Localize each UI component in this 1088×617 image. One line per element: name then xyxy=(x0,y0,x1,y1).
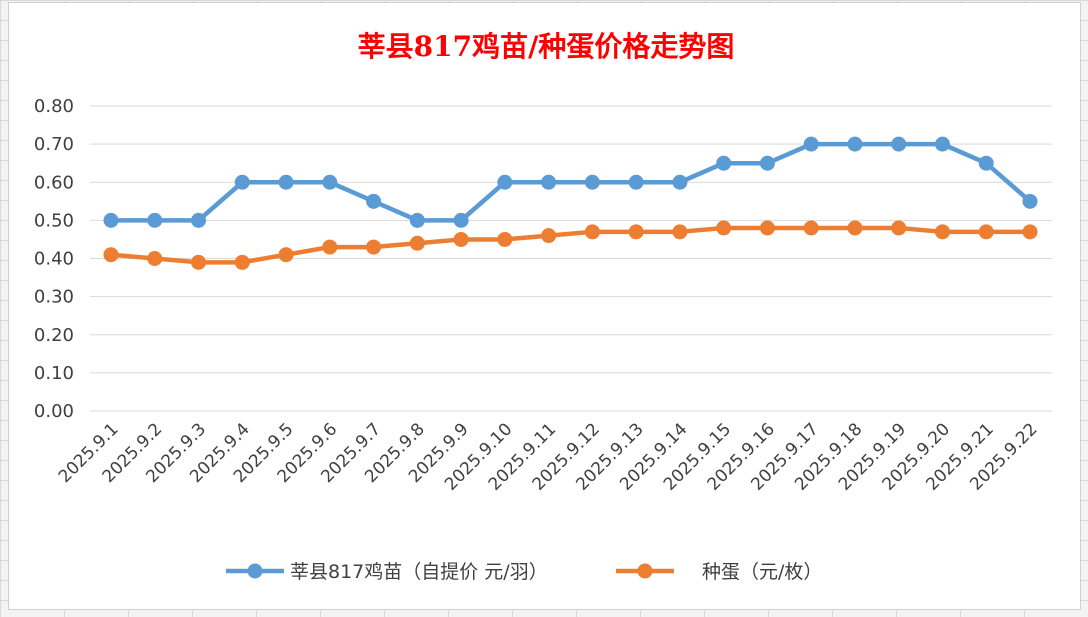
data-point[interactable] xyxy=(847,220,863,236)
chart-title: 莘县817鸡苗/种蛋价格走势图 xyxy=(358,30,735,63)
legend-label: 莘县817鸡苗（自提价 元/羽） xyxy=(290,561,548,583)
y-tick-label: 0.70 xyxy=(34,134,74,155)
gridlines xyxy=(90,105,1052,412)
data-point[interactable] xyxy=(409,235,425,251)
series-2 xyxy=(103,220,1038,270)
data-point[interactable] xyxy=(234,254,250,270)
data-point[interactable] xyxy=(234,174,250,190)
data-point[interactable] xyxy=(278,174,294,190)
y-tick-label: 0.80 xyxy=(34,96,74,117)
legend-swatch-marker xyxy=(247,563,263,579)
data-point[interactable] xyxy=(628,224,644,240)
chart-area[interactable] xyxy=(8,2,1081,610)
data-point[interactable] xyxy=(1022,193,1038,209)
data-point[interactable] xyxy=(541,228,557,244)
x-axis-tick-labels: 2025.9.12025.9.22025.9.32025.9.42025.9.5… xyxy=(55,419,1042,494)
y-tick-label: 0.10 xyxy=(34,363,74,384)
data-point[interactable] xyxy=(803,220,819,236)
y-tick-label: 0.60 xyxy=(34,172,74,193)
data-point[interactable] xyxy=(1022,224,1038,240)
data-point[interactable] xyxy=(891,220,907,236)
data-point[interactable] xyxy=(934,224,950,240)
data-point[interactable] xyxy=(847,136,863,152)
data-point[interactable] xyxy=(147,212,163,228)
data-point[interactable] xyxy=(103,212,119,228)
series-line xyxy=(111,141,1032,223)
data-point[interactable] xyxy=(147,251,163,266)
data-point[interactable] xyxy=(278,247,294,263)
data-point[interactable] xyxy=(934,136,950,152)
series-line xyxy=(110,225,1030,265)
y-tick-label: 0.00 xyxy=(34,401,74,422)
y-tick-label: 0.40 xyxy=(34,249,74,270)
data-point[interactable] xyxy=(191,212,207,228)
data-point[interactable] xyxy=(366,193,382,209)
y-axis-tick-labels: 0.00 0.10 0.20 0.30 0.40 0.50 0.60 0.70 0.80 xyxy=(34,96,74,422)
data-point[interactable] xyxy=(497,231,513,247)
data-point[interactable] xyxy=(497,174,513,190)
data-point[interactable] xyxy=(978,155,994,171)
legend: 莘县817鸡苗（自提价 元/羽） 种蛋（元/枚） xyxy=(226,561,822,583)
data-point[interactable] xyxy=(584,174,600,190)
data-point[interactable] xyxy=(672,174,688,190)
data-point[interactable] xyxy=(322,239,338,255)
legend-swatch-marker xyxy=(637,563,653,579)
data-point[interactable] xyxy=(541,174,557,190)
data-point[interactable] xyxy=(716,220,732,236)
legend-item-2[interactable]: 种蛋（元/枚） xyxy=(616,561,822,583)
data-point[interactable] xyxy=(672,224,688,240)
data-point[interactable] xyxy=(191,254,207,270)
data-point[interactable] xyxy=(322,174,338,190)
y-tick-label: 0.20 xyxy=(34,325,74,346)
data-point[interactable] xyxy=(978,224,994,240)
legend-item-1[interactable]: 莘县817鸡苗（自提价 元/羽） xyxy=(226,561,548,583)
series-1 xyxy=(103,136,1038,228)
data-point[interactable] xyxy=(409,212,425,228)
data-point[interactable] xyxy=(716,155,732,171)
data-point[interactable] xyxy=(584,224,600,240)
y-tick-label: 0.50 xyxy=(34,210,74,231)
series-group xyxy=(103,136,1038,270)
data-point[interactable] xyxy=(453,231,469,247)
data-point[interactable] xyxy=(453,212,469,228)
data-point[interactable] xyxy=(891,136,907,152)
y-tick-label: 0.30 xyxy=(34,287,74,308)
data-point[interactable] xyxy=(759,155,775,171)
legend-label: 种蛋（元/枚） xyxy=(702,561,822,583)
data-point[interactable] xyxy=(803,136,819,152)
data-point[interactable] xyxy=(366,239,382,255)
data-point[interactable] xyxy=(628,174,644,190)
data-point[interactable] xyxy=(103,247,119,263)
data-point[interactable] xyxy=(759,220,775,236)
